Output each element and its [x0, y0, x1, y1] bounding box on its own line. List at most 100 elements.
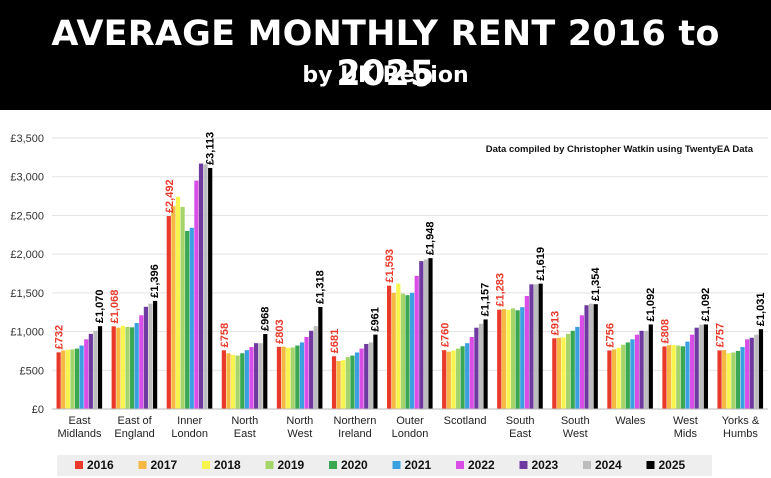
bar [699, 324, 704, 409]
bar [65, 349, 70, 409]
bar [166, 216, 171, 409]
data-label-2025: £1,092 [645, 288, 657, 322]
bar [253, 343, 259, 409]
y-tick-label: £0 [32, 404, 44, 416]
data-label-2025: £1,354 [590, 267, 602, 302]
category-label: Midlands [58, 428, 103, 440]
bar [428, 258, 433, 409]
bar [735, 350, 741, 409]
bar [726, 353, 731, 409]
title-banner: AVERAGE MONTHLY RENT 2016 to 2025 by UK … [0, 0, 771, 110]
bar [295, 345, 300, 409]
bar [120, 325, 126, 409]
bar [249, 347, 254, 409]
bar [171, 206, 176, 409]
bar [414, 275, 419, 409]
bar [722, 350, 727, 409]
bar [235, 355, 240, 409]
data-label-2025: £961 [370, 307, 382, 331]
data-label-2025: £1,396 [149, 264, 161, 298]
bar [56, 352, 61, 409]
bar [61, 350, 66, 409]
bar [625, 342, 630, 409]
chart-title: AVERAGE MONTHLY RENT 2016 to 2025 [51, 14, 720, 94]
bar [446, 351, 451, 409]
category-label: North [231, 415, 258, 427]
bar [442, 350, 447, 409]
bar [336, 360, 341, 409]
bar [717, 350, 722, 409]
bar [226, 353, 231, 409]
bar [396, 283, 401, 409]
bar [244, 350, 249, 409]
bar [689, 334, 695, 409]
bar [153, 300, 158, 409]
legend-swatch [646, 461, 655, 469]
legend-label: 2023 [532, 458, 559, 472]
data-label-2016: £760 [439, 323, 451, 347]
y-tick-label: £2,000 [10, 249, 44, 261]
data-label-2016: £1,593 [384, 249, 396, 283]
bar [497, 309, 502, 409]
bar [589, 303, 594, 409]
category-label: Wales [615, 415, 646, 427]
data-label-2025: £1,031 [755, 293, 767, 327]
bar [203, 164, 208, 409]
bar [666, 345, 672, 409]
category-label: Mids [674, 428, 698, 440]
legend-swatch [138, 461, 147, 469]
legend-swatch [329, 461, 337, 469]
legend-box [57, 455, 712, 476]
bar [676, 345, 681, 409]
bar [566, 333, 571, 409]
bar [552, 338, 557, 409]
bar [97, 326, 103, 409]
category-label: Northern [334, 415, 377, 427]
bar [286, 347, 291, 409]
category-label: East [509, 428, 531, 440]
bar [290, 347, 295, 409]
bar [506, 309, 511, 409]
category-label: North [286, 415, 313, 427]
legend-swatch [75, 461, 83, 469]
bar [483, 319, 488, 409]
bar [148, 303, 153, 409]
bar [520, 307, 525, 409]
category-label: Inner [177, 415, 202, 427]
bar [331, 356, 337, 409]
bar [198, 163, 204, 409]
legend-label: 2018 [214, 458, 241, 472]
data-label-2016: £1,068 [109, 290, 121, 324]
bar [593, 304, 598, 409]
bar [584, 305, 589, 409]
category-label: South [506, 415, 535, 427]
bar [662, 346, 667, 409]
legend-swatch [265, 461, 274, 469]
bar [258, 343, 263, 409]
bar [575, 326, 580, 409]
bar [180, 206, 185, 409]
bar [515, 310, 520, 409]
bar [240, 353, 245, 409]
data-label-2016: £1,283 [494, 273, 506, 307]
bar [740, 347, 745, 409]
bar [474, 327, 479, 409]
data-label-2025: £1,318 [314, 270, 326, 304]
bar [318, 306, 323, 409]
data-label-2016: £913 [549, 311, 561, 335]
bar [671, 345, 676, 409]
category-label: London [171, 428, 208, 440]
bar [644, 330, 649, 409]
bar [143, 306, 149, 409]
bar [189, 227, 194, 409]
bar [465, 343, 470, 409]
bar [731, 352, 736, 409]
category-label: England [114, 428, 154, 440]
chart-subtitle: by UK Region [302, 63, 469, 88]
category-label: East of [117, 415, 152, 427]
bar [387, 285, 392, 409]
bar [230, 354, 236, 409]
bar [93, 330, 98, 409]
legend-label: 2021 [405, 458, 432, 472]
legend-swatch [392, 461, 401, 469]
